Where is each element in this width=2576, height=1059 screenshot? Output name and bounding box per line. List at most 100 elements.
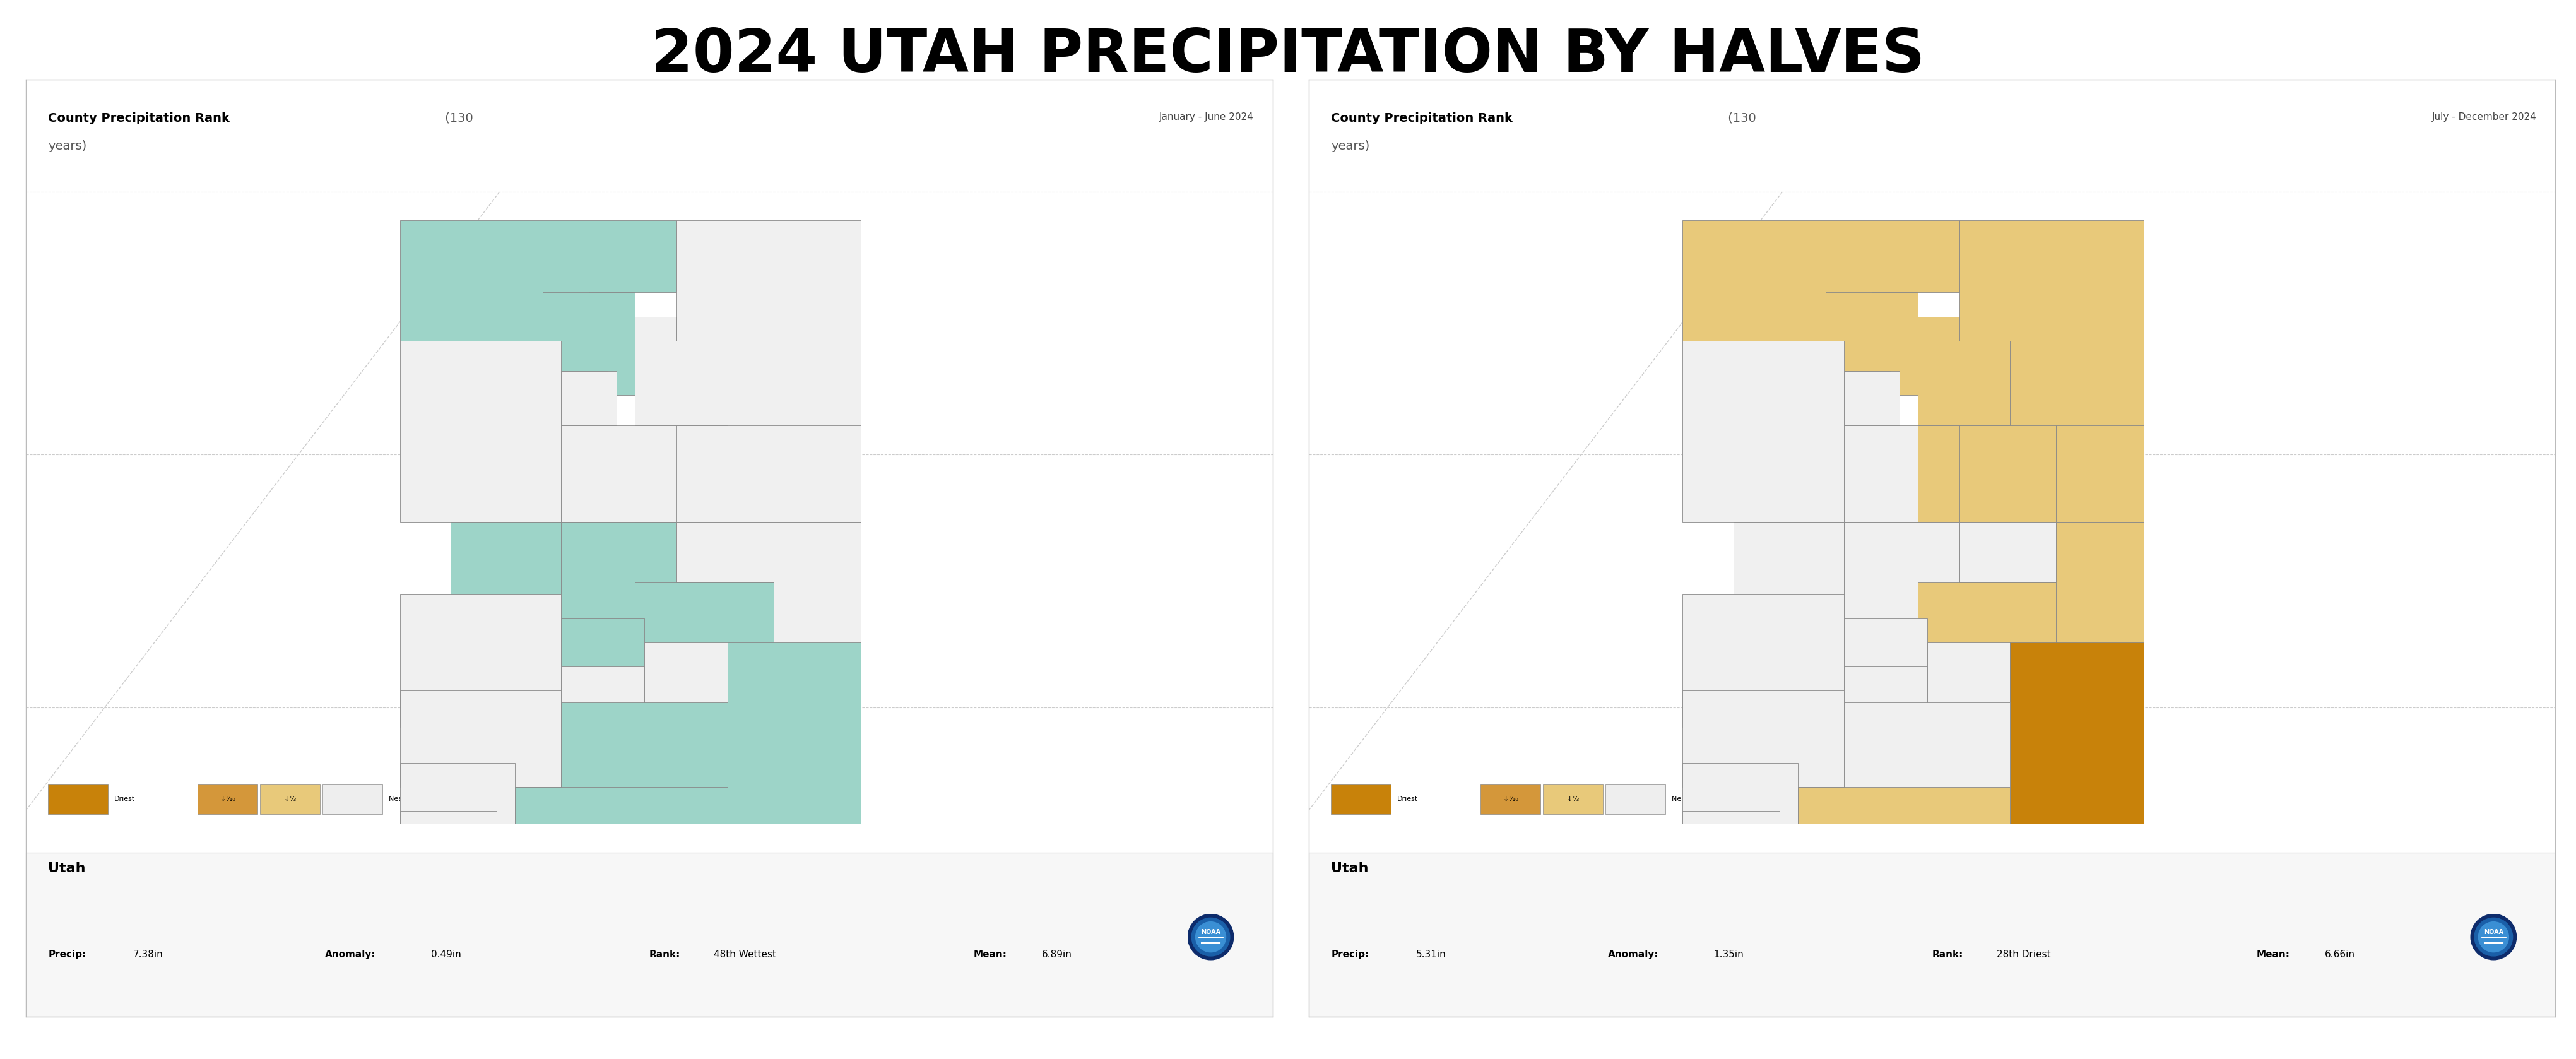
- Circle shape: [2470, 914, 2517, 959]
- Bar: [636, 317, 677, 395]
- Bar: [1816, 785, 1878, 814]
- Text: ↓¹⁄₃: ↓¹⁄₃: [283, 796, 296, 803]
- Bar: [562, 371, 608, 425]
- Bar: [1942, 785, 2002, 814]
- Bar: [399, 690, 562, 787]
- Text: Driest: Driest: [1396, 796, 1419, 803]
- Bar: [677, 220, 860, 341]
- Bar: [1844, 618, 1927, 715]
- Bar: [2009, 643, 2143, 823]
- Text: 5.31in: 5.31in: [1417, 950, 1445, 959]
- Bar: [399, 220, 590, 341]
- Bar: [399, 594, 562, 726]
- Bar: [1844, 371, 1891, 425]
- Bar: [726, 341, 860, 449]
- Bar: [726, 643, 860, 823]
- Text: ↑¹⁄₁₀: ↑¹⁄₁₀: [1901, 796, 1917, 803]
- Text: Anomaly:: Anomaly:: [325, 950, 376, 959]
- Bar: [1826, 292, 1919, 395]
- Bar: [636, 582, 773, 679]
- Text: Mean:: Mean:: [2257, 950, 2290, 959]
- Bar: [773, 522, 860, 679]
- Circle shape: [2478, 921, 2509, 952]
- Bar: [1960, 522, 2056, 582]
- Bar: [644, 643, 726, 739]
- Bar: [1844, 371, 1899, 425]
- Text: NOAA: NOAA: [1200, 929, 1221, 935]
- Bar: [659, 785, 719, 814]
- Text: Wettest: Wettest: [2009, 796, 2035, 803]
- Bar: [399, 811, 497, 825]
- Text: Near Normal: Near Normal: [1672, 796, 1716, 803]
- Bar: [1873, 220, 1960, 292]
- Bar: [322, 785, 381, 814]
- Text: Anomaly:: Anomaly:: [1607, 950, 1659, 959]
- Text: July - December 2024: July - December 2024: [2432, 112, 2537, 122]
- Text: Precip:: Precip:: [1332, 950, 1368, 959]
- Text: January - June 2024: January - June 2024: [1159, 112, 1255, 122]
- Bar: [1682, 220, 1873, 341]
- Bar: [1880, 785, 1940, 814]
- Text: 48th Wettest: 48th Wettest: [714, 950, 775, 959]
- Text: NOAA: NOAA: [2483, 929, 2504, 935]
- Text: (130: (130: [440, 112, 474, 124]
- Bar: [562, 666, 644, 715]
- Bar: [562, 618, 644, 715]
- Bar: [1798, 787, 2009, 825]
- Bar: [1309, 852, 2555, 1017]
- Bar: [773, 425, 860, 522]
- Bar: [260, 785, 319, 814]
- Bar: [1844, 666, 1927, 715]
- Bar: [1919, 425, 2009, 522]
- Bar: [1919, 582, 2056, 679]
- Bar: [26, 852, 1273, 1017]
- Text: ↑¹⁄₁₀: ↑¹⁄₁₀: [618, 796, 634, 803]
- Bar: [1682, 690, 1844, 787]
- Bar: [1919, 317, 1960, 395]
- Bar: [2056, 425, 2143, 522]
- Bar: [1844, 702, 2009, 800]
- Bar: [1919, 341, 2009, 449]
- Bar: [1682, 811, 1780, 825]
- Bar: [1844, 522, 1960, 643]
- Text: County Precipitation Rank: County Precipitation Rank: [1332, 112, 1512, 124]
- Bar: [533, 785, 595, 814]
- Text: 2024 UTAH PRECIPITATION BY HALVES: 2024 UTAH PRECIPITATION BY HALVES: [652, 26, 1924, 85]
- Bar: [451, 522, 562, 618]
- Text: Rank:: Rank:: [649, 950, 680, 959]
- Text: 6.89in: 6.89in: [1041, 950, 1072, 959]
- Bar: [598, 785, 657, 814]
- Bar: [1682, 594, 1844, 726]
- Bar: [2009, 341, 2143, 449]
- Circle shape: [2476, 918, 2512, 956]
- Bar: [1682, 762, 1798, 823]
- Bar: [399, 762, 515, 823]
- Bar: [677, 425, 773, 522]
- Bar: [399, 341, 562, 522]
- Bar: [1543, 785, 1602, 814]
- Text: Precip:: Precip:: [49, 950, 85, 959]
- Text: 6.66in: 6.66in: [2324, 950, 2354, 959]
- Bar: [590, 220, 677, 292]
- Bar: [1682, 341, 1844, 522]
- Text: Utah: Utah: [49, 862, 85, 875]
- Text: 1.35in: 1.35in: [1713, 950, 1744, 959]
- Text: Near Normal: Near Normal: [389, 796, 433, 803]
- Bar: [636, 425, 726, 522]
- Text: Rank:: Rank:: [1932, 950, 1963, 959]
- Bar: [2056, 522, 2143, 679]
- Text: years): years): [1332, 141, 1370, 152]
- Text: Utah: Utah: [1332, 862, 1368, 875]
- Text: ↓¹⁄₃: ↓¹⁄₃: [1566, 796, 1579, 803]
- Bar: [562, 522, 677, 643]
- Bar: [1844, 425, 1960, 522]
- Circle shape: [1188, 914, 1234, 959]
- Bar: [1927, 643, 2009, 739]
- Circle shape: [1193, 918, 1229, 956]
- Text: ↓¹⁄₁₀: ↓¹⁄₁₀: [219, 796, 234, 803]
- Text: 7.38in: 7.38in: [134, 950, 162, 959]
- Bar: [1481, 785, 1540, 814]
- Text: ↑¹⁄₃: ↑¹⁄₃: [559, 796, 572, 803]
- Bar: [1605, 785, 1664, 814]
- Bar: [1734, 522, 1844, 618]
